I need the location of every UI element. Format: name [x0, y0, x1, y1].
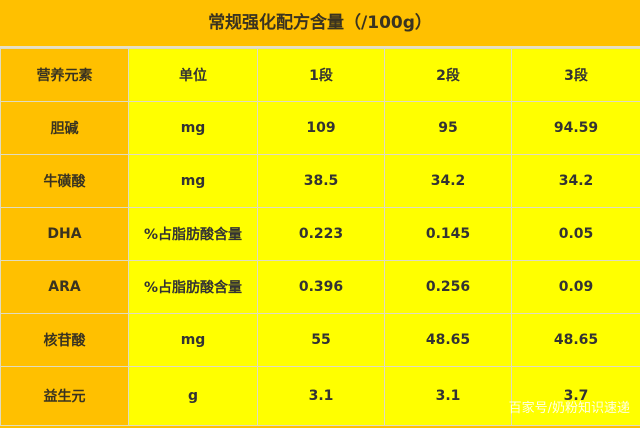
table-cell: 3.7	[511, 366, 640, 426]
table-cell: 0.223	[257, 207, 385, 261]
header-row: 营养元素 单位 1段 2段 3段	[0, 48, 640, 102]
table-title: 常规强化配方含量（/100g）	[0, 0, 640, 48]
table-cell: 38.5	[257, 154, 385, 208]
column-header: 1段	[257, 48, 385, 102]
table-cell: 34.2	[511, 154, 640, 208]
column-header: 营养元素	[0, 48, 129, 102]
watermark: 百家号/奶粉知识速递	[508, 401, 630, 416]
table-row: 胆碱 mg 109 95 94.59	[0, 101, 640, 155]
table-cell: 核苷酸	[0, 313, 129, 367]
table-cell: g	[128, 366, 258, 426]
table-cell: mg	[128, 313, 258, 367]
table-cell: 胆碱	[0, 101, 129, 155]
table-cell: 益生元	[0, 366, 129, 426]
table-row: 牛磺酸 mg 38.5 34.2 34.2	[0, 154, 640, 208]
table-row: DHA %占脂肪酸含量 0.223 0.145 0.05	[0, 207, 640, 261]
table-row: 核苷酸 mg 55 48.65 48.65	[0, 313, 640, 367]
table-cell: %占脂肪酸含量	[128, 260, 258, 314]
table-cell: %占脂肪酸含量	[128, 207, 258, 261]
table-cell: 34.2	[384, 154, 512, 208]
table-cell: 3.1	[257, 366, 385, 426]
column-header: 3段	[511, 48, 640, 102]
table-cell: 0.396	[257, 260, 385, 314]
table-cell: 109	[257, 101, 385, 155]
table-cell: 0.256	[384, 260, 512, 314]
column-header: 单位	[128, 48, 258, 102]
table-cell: 0.09	[511, 260, 640, 314]
table-cell: 48.65	[384, 313, 512, 367]
nutrition-table: 营养元素 单位 1段 2段 3段 胆碱 mg 109 95 94.59 牛磺酸 mg 38.5 34.2 3…	[0, 48, 640, 426]
table-row: ARA %占脂肪酸含量 0.396 0.256 0.09	[0, 260, 640, 314]
table-cell: 牛磺酸	[0, 154, 129, 208]
table-cell: DHA	[0, 207, 129, 261]
table-row: 益生元 g 3.1 3.1 3.7	[0, 366, 640, 426]
table-cell: mg	[128, 101, 258, 155]
table-cell: 48.65	[511, 313, 640, 367]
table-cell: 0.145	[384, 207, 512, 261]
column-header: 2段	[384, 48, 512, 102]
table-cell: 55	[257, 313, 385, 367]
table-cell: 95	[384, 101, 512, 155]
table-cell: 94.59	[511, 101, 640, 155]
table-cell: 3.1	[384, 366, 512, 426]
table-cell: 0.05	[511, 207, 640, 261]
table-cell: mg	[128, 154, 258, 208]
table-cell: ARA	[0, 260, 129, 314]
